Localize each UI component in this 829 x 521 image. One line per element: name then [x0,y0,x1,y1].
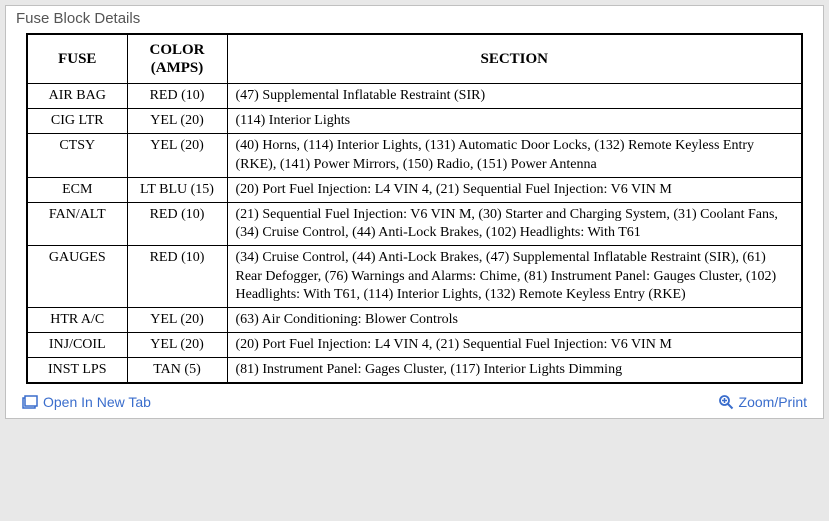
cell-color-amps: YEL (20) [127,333,227,358]
cell-color-amps: YEL (20) [127,307,227,332]
cell-section: (20) Port Fuel Injection: L4 VIN 4, (21)… [227,333,802,358]
magnifier-icon [718,394,734,410]
table-row: CIG LTRYEL (20)(114) Interior Lights [27,109,802,134]
cell-fuse: INJ/COIL [27,333,127,358]
cell-fuse: INST LPS [27,358,127,384]
panel-title: Fuse Block Details [6,6,823,33]
cell-color-amps: RED (10) [127,246,227,308]
cell-color-amps: YEL (20) [127,134,227,177]
cell-section: (47) Supplemental Inflatable Restraint (… [227,84,802,109]
table-row: ECMLT BLU (15)(20) Port Fuel Injection: … [27,177,802,202]
col-fuse: FUSE [27,34,127,84]
zoom-print-label: Zoom/Print [739,394,807,410]
cell-fuse: HTR A/C [27,307,127,332]
cell-fuse: ECM [27,177,127,202]
table-row: INST LPSTAN (5)(81) Instrument Panel: Ga… [27,358,802,384]
cell-section: (114) Interior Lights [227,109,802,134]
col-section: SECTION [227,34,802,84]
table-body: AIR BAGRED (10)(47) Supplemental Inflata… [27,84,802,384]
cell-section: (21) Sequential Fuel Injection: V6 VIN M… [227,202,802,245]
fuse-table: FUSE COLOR(AMPS) SECTION AIR BAGRED (10)… [26,33,803,384]
cell-fuse: AIR BAG [27,84,127,109]
cell-section: (34) Cruise Control, (44) Anti-Lock Brak… [227,246,802,308]
open-new-tab-icon [22,395,38,409]
table-row: CTSYYEL (20)(40) Horns, (114) Interior L… [27,134,802,177]
cell-section: (63) Air Conditioning: Blower Controls [227,307,802,332]
table-header-row: FUSE COLOR(AMPS) SECTION [27,34,802,84]
cell-fuse: FAN/ALT [27,202,127,245]
table-row: GAUGESRED (10)(34) Cruise Control, (44) … [27,246,802,308]
open-new-tab-label: Open In New Tab [43,394,151,410]
table-row: FAN/ALTRED (10)(21) Sequential Fuel Inje… [27,202,802,245]
cell-section: (81) Instrument Panel: Gages Cluster, (1… [227,358,802,384]
cell-section: (40) Horns, (114) Interior Lights, (131)… [227,134,802,177]
footer-bar: Open In New Tab Zoom/Print [6,388,823,418]
cell-color-amps: LT BLU (15) [127,177,227,202]
table-container: FUSE COLOR(AMPS) SECTION AIR BAGRED (10)… [6,33,823,388]
cell-section: (20) Port Fuel Injection: L4 VIN 4, (21)… [227,177,802,202]
table-row: AIR BAGRED (10)(47) Supplemental Inflata… [27,84,802,109]
cell-color-amps: RED (10) [127,84,227,109]
col-color-amps: COLOR(AMPS) [127,34,227,84]
cell-fuse: CTSY [27,134,127,177]
fuse-block-panel: Fuse Block Details FUSE COLOR(AMPS) SECT… [5,5,824,419]
zoom-print-link[interactable]: Zoom/Print [718,394,807,410]
cell-fuse: CIG LTR [27,109,127,134]
table-row: INJ/COILYEL (20)(20) Port Fuel Injection… [27,333,802,358]
cell-fuse: GAUGES [27,246,127,308]
table-head: FUSE COLOR(AMPS) SECTION [27,34,802,84]
table-row: HTR A/CYEL (20)(63) Air Conditioning: Bl… [27,307,802,332]
cell-color-amps: RED (10) [127,202,227,245]
cell-color-amps: TAN (5) [127,358,227,384]
cell-color-amps: YEL (20) [127,109,227,134]
open-new-tab-link[interactable]: Open In New Tab [22,394,151,410]
